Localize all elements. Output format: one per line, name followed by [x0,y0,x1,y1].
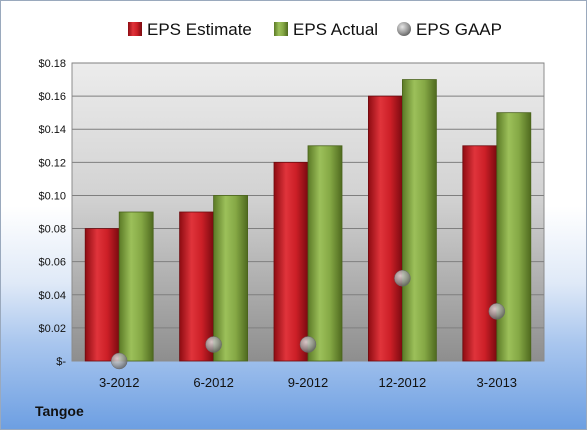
point-eps-gaap [488,303,506,320]
y-tick-label: $0.12 [38,157,66,169]
point-eps-gaap [205,336,222,353]
bar-eps-estimate [179,211,215,362]
x-tick-label: 3-2012 [99,375,139,390]
y-axis: $0.18 $0.16 $0.14 $0.12 $0.10 $0.08 $0.06 $0.04… [38,58,66,368]
bar-eps-actual [213,195,249,362]
x-axis: 3-2012 6-2012 9-2012 12-2012 3-2013 [99,375,517,390]
legend-label-actual: EPS Actual [293,20,378,39]
point-eps-gaap [110,352,128,370]
y-tick-label: $- [56,356,66,368]
x-tick-label: 6-2012 [193,375,233,390]
x-tick-label: 3-2013 [477,375,517,390]
legend-marker-gaap [397,22,411,36]
legend-label-gaap: EPS GAAP [416,20,502,39]
company-name: Tangoe [35,403,84,419]
bars [84,79,532,362]
x-tick-label: 12-2012 [379,375,427,390]
point-eps-gaap [394,269,411,287]
y-tick-label: $0.08 [38,224,66,236]
y-tick-label: $0.18 [38,58,66,70]
y-tick-label: $0.06 [38,257,66,269]
legend: EPS Estimate EPS Actual EPS GAAP [128,20,502,39]
bar-eps-estimate [84,228,120,362]
legend-label-estimate: EPS Estimate [147,20,252,39]
x-tick-label: 9-2012 [288,375,328,390]
bar-eps-estimate [273,161,309,362]
bar-eps-estimate [462,145,498,362]
y-tick-label: $0.10 [38,190,66,202]
bar-eps-estimate [367,95,403,362]
gaap-points [110,269,506,370]
legend-swatch-estimate [128,22,142,36]
bar-eps-actual [118,211,154,362]
bar-eps-actual [496,112,532,362]
y-tick-label: $0.04 [38,290,66,302]
point-eps-gaap [299,336,317,353]
y-tick-label: $0.14 [38,124,66,136]
legend-swatch-actual [274,22,288,36]
y-tick-label: $0.02 [38,323,66,335]
y-tick-label: $0.16 [38,91,66,103]
bar-eps-actual [401,79,437,362]
bar-eps-actual [307,145,343,362]
